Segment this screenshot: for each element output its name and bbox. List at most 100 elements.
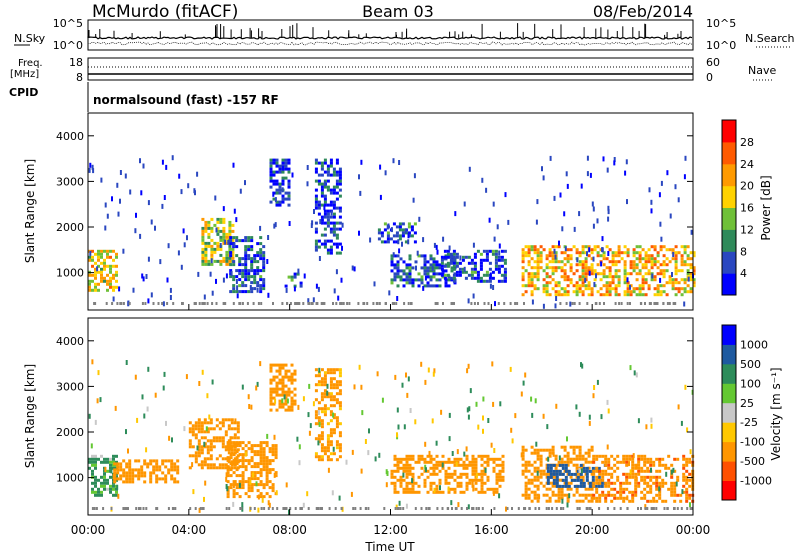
x-tick-label: 20:00 (575, 523, 610, 537)
power-colorbar-label: Power [dB] (759, 175, 773, 240)
velocity-cell (272, 375, 276, 379)
power-cell (683, 287, 687, 291)
power-cell (545, 293, 549, 297)
power-cell (247, 248, 251, 252)
power-cell (494, 264, 498, 268)
power-cell (250, 239, 254, 243)
power-ground-scatter (442, 302, 444, 305)
velocity-echo (607, 408, 610, 414)
velocity-ground-scatter (289, 507, 292, 510)
velocity-cell (483, 460, 487, 464)
power-cell (449, 276, 453, 280)
power-ground-scatter (384, 302, 387, 305)
power-cell (244, 272, 248, 276)
power-echo (319, 219, 322, 225)
velocity-cell (235, 486, 239, 490)
power-ground-scatter (435, 302, 438, 305)
power-cell (338, 188, 342, 192)
power-cell (269, 179, 273, 183)
power-cell (488, 249, 492, 253)
velocity-cell (595, 466, 599, 470)
velocity-cell (200, 445, 204, 449)
velocity-echo (374, 456, 377, 462)
velocity-echo (406, 392, 409, 398)
velocity-cell (278, 402, 282, 406)
velocity-echo (468, 406, 471, 412)
power-cell (207, 232, 211, 236)
velocity-cell (594, 484, 598, 488)
power-cell (253, 257, 257, 261)
velocity-cell (224, 457, 228, 461)
velocity-cell (106, 481, 109, 485)
velocity-cell (320, 407, 324, 411)
velocity-cell (250, 450, 254, 454)
velocity-cell (444, 475, 448, 479)
power-ground-scatter (514, 302, 517, 305)
power-cell (635, 272, 639, 276)
velocity-ground-scatter (420, 507, 423, 510)
velocity-cell (122, 480, 126, 484)
velocity-echo (206, 393, 209, 399)
velocity-ground-scatter (534, 507, 537, 510)
velocity-cell (429, 457, 433, 461)
power-cell (605, 275, 609, 279)
velocity-cell (152, 459, 156, 463)
velocity-cell (149, 471, 153, 475)
velocity-cell (100, 475, 103, 479)
velocity-cell (125, 462, 129, 466)
velocity-ground-scatter (122, 507, 125, 510)
velocity-cell (268, 468, 272, 472)
power-cell (335, 191, 339, 195)
power-cell (408, 263, 412, 267)
velocity-cell (649, 487, 653, 491)
power-echo (459, 255, 462, 261)
velocity-cell (489, 457, 493, 461)
velocity-echo (318, 367, 321, 373)
velocity-echo (165, 420, 167, 426)
velocity-cell (402, 457, 406, 461)
velocity-cell (103, 481, 106, 485)
velocity-cell (524, 475, 528, 479)
velocity-echo (626, 495, 629, 501)
power-cell (386, 237, 390, 241)
power-cell (405, 275, 409, 279)
velocity-cell (233, 448, 237, 452)
power-echo (541, 166, 543, 172)
velocity-cell (119, 477, 123, 481)
velocity-cell (631, 490, 635, 494)
power-cell (332, 206, 336, 210)
power-echo (687, 276, 690, 282)
power-cell (250, 236, 254, 240)
velocity-cell (158, 468, 162, 472)
power-cell (662, 275, 666, 279)
velocity-ground-scatter (142, 507, 145, 510)
velocity-cell (197, 448, 201, 452)
velocity-cell (634, 490, 638, 494)
velocity-ground-scatter (199, 507, 202, 510)
velocity-cell (572, 457, 576, 461)
velocity-cell (501, 469, 505, 473)
power-cell (473, 267, 477, 271)
velocity-cell (194, 436, 198, 440)
power-cell (665, 269, 669, 273)
power-cell (611, 254, 615, 258)
power-cell (671, 284, 675, 288)
velocity-cell (209, 427, 213, 431)
velocity-echo (275, 490, 278, 496)
velocity-cell (552, 469, 556, 473)
velocity-cell (581, 499, 585, 503)
velocity-cell (335, 416, 339, 420)
power-cell (533, 272, 537, 276)
velocity-cell (115, 490, 118, 494)
power-cell (259, 278, 263, 282)
velocity-echo (302, 502, 305, 508)
velocity-echo (606, 444, 609, 450)
power-ground-scatter (340, 302, 343, 305)
power-cell (686, 263, 690, 267)
velocity-echo (136, 417, 139, 423)
velocity-cell (103, 475, 106, 479)
power-ground-scatter (672, 302, 675, 305)
power-cell (575, 293, 579, 297)
power-echo (379, 194, 382, 200)
power-cell (207, 226, 211, 230)
